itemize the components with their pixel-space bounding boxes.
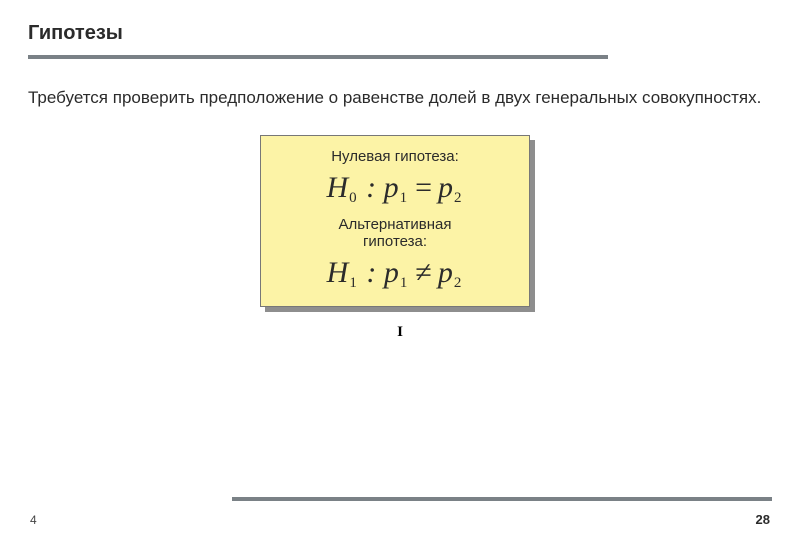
null-rhs-sub: 2 xyxy=(454,190,462,206)
null-op: = xyxy=(409,171,438,204)
alt-colon: : xyxy=(359,256,384,289)
slide: Гипотезы Требуется проверить предположен… xyxy=(0,0,800,553)
null-H: H xyxy=(326,171,348,204)
page-title: Гипотезы xyxy=(28,22,772,45)
alt-op: ≠ xyxy=(409,256,437,289)
hypothesis-box-shadow: Нулевая гипотеза: H0 : p1=p2 Альтернатив… xyxy=(265,140,535,312)
hypothesis-container: Нулевая гипотеза: H0 : p1=p2 Альтернатив… xyxy=(28,140,772,312)
page-number: 28 xyxy=(756,512,770,527)
title-rule xyxy=(28,55,608,59)
alt-hypothesis-formula: H1 : p1≠p2 xyxy=(271,256,519,292)
under-box-mark: I xyxy=(28,324,772,341)
null-H-sub: 0 xyxy=(349,190,357,206)
alt-rhs-sub: 2 xyxy=(454,275,462,291)
alt-rhs: p xyxy=(438,256,453,289)
null-hypothesis-label: Нулевая гипотеза: xyxy=(271,148,519,165)
null-hypothesis-formula: H0 : p1=p2 xyxy=(271,171,519,207)
footer-left-number: 4 xyxy=(30,513,37,527)
alt-H: H xyxy=(327,256,349,289)
alt-hypothesis-label: Альтернативная гипотеза: xyxy=(271,216,519,250)
alt-label-line1: Альтернативная xyxy=(338,216,451,233)
null-lhs-sub: 1 xyxy=(400,190,408,206)
null-colon: : xyxy=(359,171,384,204)
alt-lhs-sub: 1 xyxy=(400,275,408,291)
null-rhs: p xyxy=(438,171,453,204)
alt-H-sub: 1 xyxy=(349,275,357,291)
alt-lhs: p xyxy=(384,256,399,289)
hypothesis-box: Нулевая гипотеза: H0 : p1=p2 Альтернатив… xyxy=(260,135,530,307)
null-lhs: p xyxy=(384,171,399,204)
body-text: Требуется проверить предположение о раве… xyxy=(28,87,768,110)
alt-label-line2: гипотеза: xyxy=(363,233,427,250)
footer-rule xyxy=(232,497,772,501)
